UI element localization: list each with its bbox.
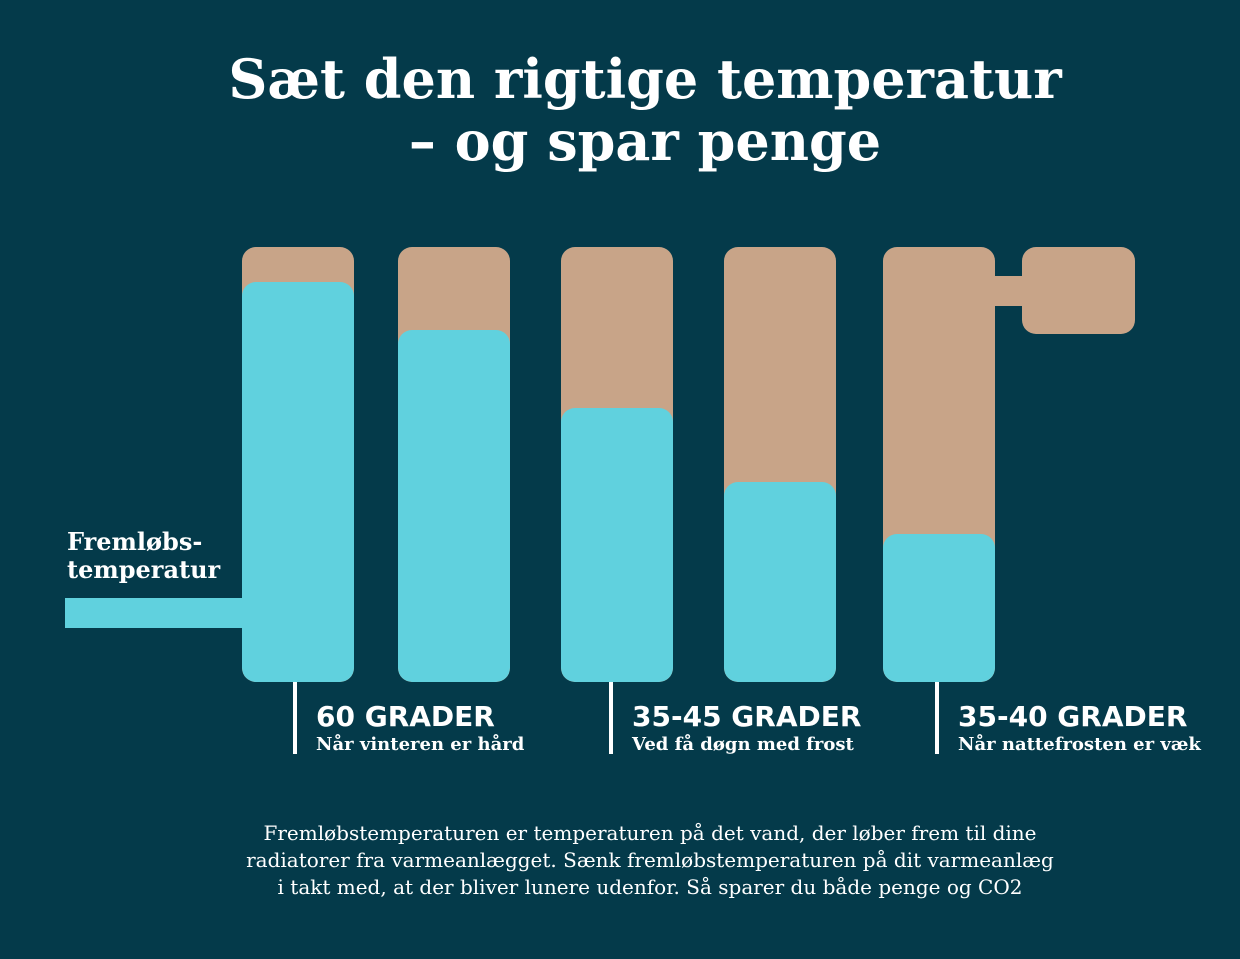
setting-heading: 35-40 GRADER (958, 700, 1188, 733)
water-level-5 (883, 534, 995, 682)
setting-marker-2 (609, 682, 613, 754)
water-level-1 (242, 281, 354, 682)
setting-subtitle: Ved få døgn med frost (632, 734, 854, 755)
radiator-column-3 (561, 247, 673, 682)
explanation-line-2: radiatorer fra varmeanlægget. Sænk freml… (246, 848, 1054, 872)
water-level-3 (561, 407, 673, 682)
explanation-text: Fremløbstemperaturen er temperaturen på … (160, 820, 1140, 901)
inlet-pipe (65, 598, 247, 628)
radiator-valve-knob (1022, 247, 1135, 334)
water-level-4 (724, 481, 836, 682)
setting-subtitle: Når vinteren er hård (316, 734, 525, 755)
setting-marker-3 (935, 682, 939, 754)
setting-heading: 60 GRADER (316, 700, 495, 733)
setting-heading: 35-45 GRADER (632, 700, 862, 733)
water-level-2 (398, 329, 510, 682)
infographic-title: Sæt den rigtige temperatur – og spar pen… (0, 48, 1240, 172)
setting-60: 60 GRADER Når vinteren er hård (316, 700, 524, 756)
setting-subtitle: Når nattefrosten er væk (958, 734, 1201, 755)
radiator-column-1 (242, 247, 354, 682)
radiator-valve-stem (990, 276, 1026, 306)
explanation-line-1: Fremløbstemperaturen er temperaturen på … (263, 821, 1037, 845)
setting-marker-1 (293, 682, 297, 754)
flow-temperature-label-line-1: Fremløbs- (67, 527, 203, 556)
flow-temperature-label: Fremløbs- temperatur (67, 528, 220, 584)
setting-35-40: 35-40 GRADER Når nattefrosten er væk (958, 700, 1201, 756)
radiator-column-2 (398, 247, 510, 682)
setting-35-45: 35-45 GRADER Ved få døgn med frost (632, 700, 861, 756)
flow-temperature-label-line-2: temperatur (67, 555, 221, 584)
radiator-column-5 (883, 247, 995, 682)
radiator-column-4 (724, 247, 836, 682)
explanation-line-3: i takt med, at der bliver lunere udenfor… (277, 875, 1023, 899)
title-line-1: Sæt den rigtige temperatur (228, 47, 1062, 111)
title-line-2: – og spar penge (408, 109, 882, 173)
